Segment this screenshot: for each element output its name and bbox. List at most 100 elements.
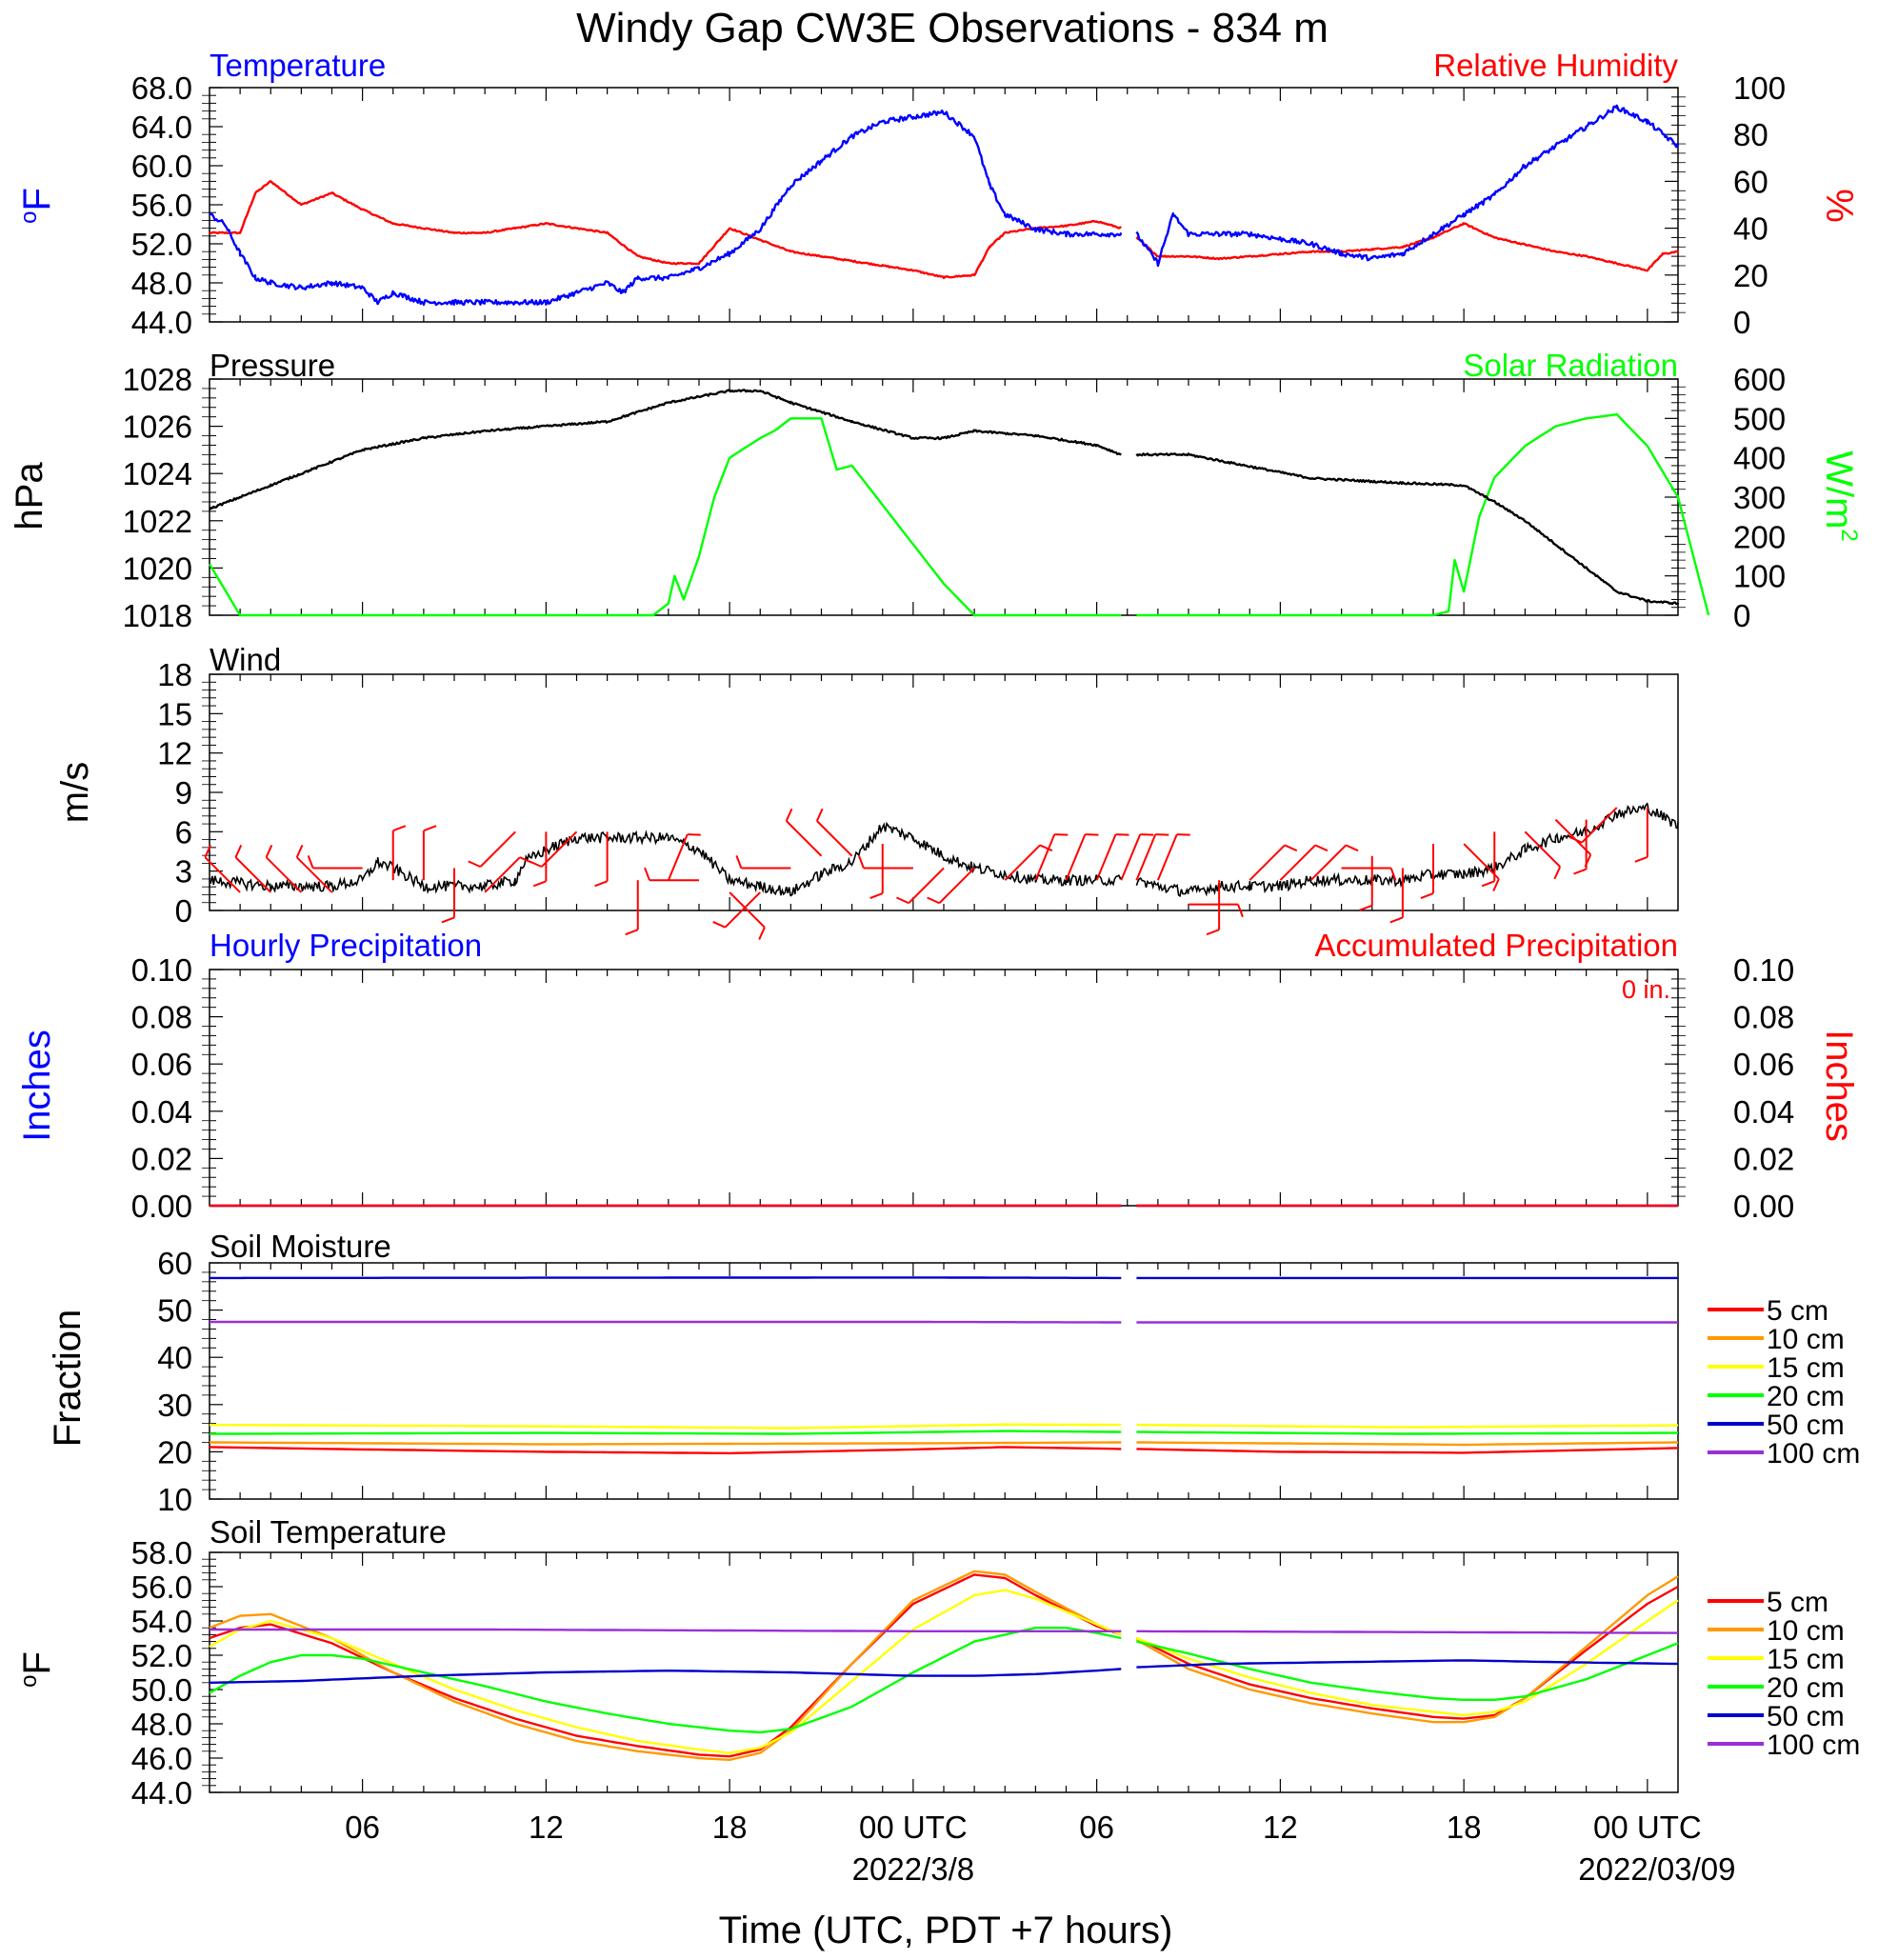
y2-tick-label: 80 — [1733, 117, 1768, 152]
wind-barb — [265, 856, 303, 893]
rh-line — [209, 180, 1680, 280]
wind-barb-feather — [1568, 836, 1583, 844]
wind-barb-feather — [204, 844, 212, 858]
legend-label: 15 cm — [1767, 1352, 1845, 1384]
wind-barb-feather — [1206, 929, 1220, 936]
legend-label: 100 cm — [1767, 1438, 1860, 1470]
wind-barb-feather — [1492, 878, 1500, 891]
legend-label: 15 cm — [1767, 1644, 1845, 1675]
time-axis-labels: 06 12 18 00 UTC 2022/3/8 06 12 18 00 UTC 2022/03/… — [345, 1810, 1735, 1887]
wind-barb-feather — [1039, 844, 1053, 852]
y-tick-label: 64.0 — [131, 110, 192, 145]
y-tick-label: 3 — [175, 854, 192, 890]
y-tick-label: 15 — [157, 696, 192, 731]
soil-moisture-panel: Soil Moisture Fraction — [47, 1229, 391, 1447]
wind-barb-feather — [307, 855, 314, 869]
legend-label: 10 cm — [1767, 1615, 1845, 1647]
y2-tick-label: 0.02 — [1733, 1141, 1794, 1176]
y-tick-label: 1026 — [123, 410, 192, 445]
wind-barb-feather — [441, 916, 455, 924]
right-axis-ticks: 0 20 40 60 80 100 — [1665, 70, 1786, 340]
panel-5-frame — [209, 1262, 1679, 1500]
y-tick-label: 1022 — [123, 504, 192, 539]
pressure-panel: Pressure Solar Radiation hPa W/m2 — [9, 348, 1862, 542]
wind-barb — [1065, 833, 1087, 881]
wind-barb — [484, 856, 521, 893]
legend-label: 50 cm — [1767, 1701, 1845, 1732]
wind-barbs — [204, 807, 1648, 940]
y2-tick-label: 0.04 — [1733, 1094, 1794, 1130]
y-tick-label: 56.0 — [131, 188, 192, 223]
wind-barb — [786, 820, 823, 857]
y-tick-label: 18 — [157, 657, 192, 692]
legend-label: 5 cm — [1767, 1587, 1828, 1618]
soil-temperature-title: Soil Temperature — [210, 1514, 447, 1550]
solar-unit: W/m2 — [1818, 450, 1862, 542]
y2-tick-label: 100 — [1733, 70, 1786, 106]
y-tick-label: 60 — [157, 1246, 192, 1281]
figure-title: Windy Gap CW3E Observations - 834 m — [576, 5, 1329, 51]
wind-title: Wind — [210, 642, 281, 677]
temperature-unit: oF — [16, 188, 58, 224]
y-tick-label: 44.0 — [131, 305, 192, 340]
x-date-label: 2022/3/8 — [852, 1851, 974, 1887]
soil-temperature-100cm-line — [210, 1628, 1678, 1634]
y-tick-label: 50 — [157, 1293, 192, 1329]
y2-tick-label: 400 — [1733, 441, 1786, 476]
wind-barb-feather — [1389, 868, 1397, 881]
y-tick-label: 68.0 — [131, 70, 192, 106]
wind-barb — [204, 856, 241, 893]
accum-precip-annotation: 0 in. — [1622, 975, 1670, 1004]
soil-temperature-10cm-line — [209, 1570, 1679, 1761]
wind-barb-feather — [1389, 916, 1404, 924]
wind-barb-feather — [785, 808, 793, 822]
wind-barb-feather — [234, 844, 243, 858]
pressure-unit: hPa — [9, 462, 50, 530]
chart-marks: 44.048.052.056.060.064.068.0020406080100… — [123, 70, 1861, 1887]
x-tick-label: 12 — [529, 1810, 564, 1845]
y2-tick-label: 100 — [1733, 559, 1786, 594]
wind-barb — [667, 833, 689, 881]
x-tick-label: 00 UTC — [859, 1810, 968, 1845]
wind-barb-feather — [1237, 904, 1244, 918]
wind-barb — [1463, 843, 1500, 880]
soil-moisture-100cm-line — [210, 1320, 1678, 1324]
rh-title: Relative Humidity — [1433, 48, 1678, 83]
x-tick-label: 18 — [1447, 1810, 1482, 1845]
y2-tick-label: 600 — [1733, 362, 1786, 397]
left-axis-ticks: 44.046.048.050.052.054.056.058.0 — [131, 1535, 223, 1810]
left-axis-ticks: 1018 1020 1022 1024 1026 1028 — [123, 362, 223, 633]
wind-barb-feather — [1345, 844, 1359, 852]
panel-6-frame — [209, 1551, 1679, 1793]
y2-tick-label: 0.08 — [1733, 1000, 1794, 1035]
panel-2-frame — [209, 378, 1679, 616]
wind-barb-feather — [1314, 844, 1329, 852]
plot-frame — [209, 378, 1679, 616]
wind-panel: Wind m/s — [54, 642, 281, 823]
legend-label: 10 cm — [1767, 1324, 1845, 1355]
wind-barb-feather — [1481, 880, 1495, 888]
pressure-line — [209, 389, 1680, 606]
y-tick-label: 50.0 — [131, 1672, 192, 1708]
wind-barb-feather — [1359, 904, 1373, 911]
wind-speed-line — [209, 802, 1679, 898]
wind-barb-feather — [815, 808, 824, 822]
wind-barb-feather — [857, 855, 865, 869]
right-axis-ticks: 0.00 0.02 0.04 0.06 0.08 0.10 — [1665, 952, 1794, 1224]
svg-text:oF: oF — [16, 1651, 58, 1688]
wind-barb-feather — [625, 929, 639, 936]
svg-text:oF: oF — [16, 188, 58, 224]
y-tick-label: 0.02 — [131, 1141, 192, 1176]
soil-moisture-20cm-line — [209, 1430, 1678, 1435]
wind-barb — [479, 830, 516, 868]
wind-barb-feather — [532, 880, 547, 888]
wind-barb — [724, 891, 761, 929]
y-tick-label: 30 — [157, 1388, 192, 1423]
soil-temperature-50cm-line — [209, 1659, 1679, 1684]
soil-moisture-50cm-line — [210, 1276, 1678, 1280]
wind-barb-feather — [735, 855, 743, 869]
rh-unit: % — [1818, 189, 1860, 223]
legend-label: 5 cm — [1767, 1295, 1828, 1327]
y-tick-label: 60.0 — [131, 149, 192, 184]
